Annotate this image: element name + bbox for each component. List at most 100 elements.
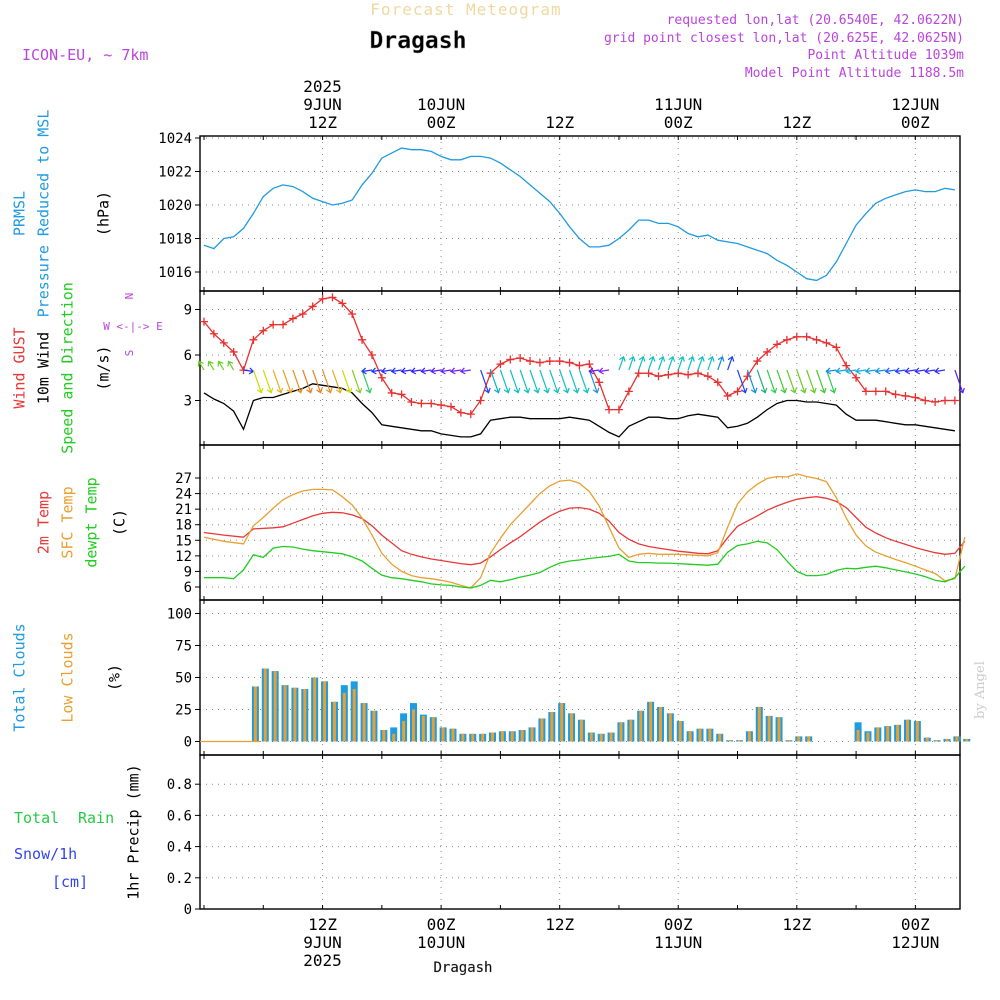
series-line-dewpt-temp bbox=[204, 540, 966, 589]
low-cloud-bar bbox=[402, 721, 406, 742]
time-label-bottom: 9JUN bbox=[303, 933, 342, 952]
low-cloud-bar bbox=[253, 686, 257, 742]
low-cloud-bar bbox=[866, 732, 870, 742]
wind-arrow bbox=[282, 369, 294, 394]
time-label-bottom: 12Z bbox=[782, 915, 811, 934]
gust-marker bbox=[773, 340, 782, 349]
wind-arrow bbox=[786, 369, 797, 394]
low-cloud-bar bbox=[599, 733, 603, 742]
panel-precip: 0 0.2 0.4 0.6 0.8 1hr Precip (mm) Total RainSno… bbox=[14, 754, 961, 918]
wind-arrow bbox=[756, 369, 768, 394]
time-label-bottom: 12Z bbox=[545, 915, 574, 934]
wind-arrow bbox=[855, 367, 867, 375]
wind-arrow bbox=[217, 360, 225, 371]
low-cloud-bar bbox=[619, 722, 623, 742]
low-cloud-bar bbox=[787, 740, 791, 742]
low-cloud-bar bbox=[382, 729, 386, 742]
panel-pressure: 1016 1018 1020 1022 1024 PRMSL Pressure Reduce… bbox=[11, 110, 961, 317]
time-label-bottom: 11JUN bbox=[654, 933, 702, 952]
model-altitude: Model Point Altitude 1188.5m bbox=[745, 66, 964, 81]
series-line-prmsl bbox=[203, 147, 956, 282]
gust-marker bbox=[812, 335, 821, 344]
gust-marker bbox=[338, 299, 347, 308]
axis-label: 10m Wind bbox=[35, 332, 53, 404]
location-title: Dragash bbox=[370, 28, 467, 54]
low-cloud-bar bbox=[471, 733, 475, 742]
wind-arrow bbox=[207, 360, 215, 371]
time-label-bottom: 12Z bbox=[308, 915, 337, 934]
gust-marker bbox=[377, 373, 386, 382]
gust-marker bbox=[931, 398, 940, 407]
time-label-bottom: 10JUN bbox=[417, 933, 465, 952]
gust-marker bbox=[367, 350, 376, 359]
y-tick-label: 1020 bbox=[158, 198, 192, 214]
gust-marker bbox=[279, 320, 288, 329]
gust-marker bbox=[861, 387, 870, 396]
y-tick-label: 27 bbox=[175, 471, 192, 487]
gust-marker bbox=[713, 378, 722, 387]
y-tick-label: 9 bbox=[184, 564, 192, 580]
bottom-location: Dragash bbox=[433, 960, 492, 976]
low-cloud-bar bbox=[876, 727, 880, 742]
wind-arrow bbox=[539, 369, 550, 394]
compass-label: W <-|-> E bbox=[103, 320, 163, 333]
wind-arrow bbox=[400, 367, 412, 375]
wind-arrow bbox=[480, 369, 491, 394]
gust-marker bbox=[595, 378, 604, 387]
y-tick-label: 1016 bbox=[158, 265, 192, 281]
gust-marker bbox=[447, 402, 455, 411]
wind-arrow bbox=[509, 369, 521, 394]
gust-marker bbox=[585, 360, 594, 369]
model-label: ICON-EU, ~ 7km bbox=[22, 46, 148, 64]
wind-arrow bbox=[292, 369, 303, 394]
low-cloud-bar bbox=[293, 687, 297, 742]
gust-marker bbox=[950, 396, 959, 405]
gust-marker bbox=[634, 369, 643, 378]
low-cloud-bar bbox=[945, 738, 949, 742]
low-cloud-bar bbox=[313, 677, 317, 742]
gust-marker bbox=[664, 370, 673, 379]
gust-marker bbox=[901, 391, 910, 400]
axis-label: Speed and Direction bbox=[59, 282, 77, 454]
wind-arrow bbox=[430, 367, 442, 375]
gust-marker bbox=[624, 387, 633, 396]
gust-marker bbox=[871, 387, 880, 396]
compass-rose: N W <-|-> E S bbox=[103, 293, 163, 357]
gust-marker bbox=[407, 398, 416, 407]
point-altitude: Point Altitude 1039m bbox=[807, 48, 964, 63]
compass-label: S bbox=[123, 350, 136, 357]
wind-arrow bbox=[410, 367, 422, 375]
y-tick-label: 18 bbox=[175, 518, 192, 534]
y-tick-label: 75 bbox=[175, 639, 192, 655]
wind-arrow bbox=[420, 367, 432, 375]
low-cloud-bar bbox=[698, 728, 702, 742]
wind-arrow bbox=[588, 369, 600, 394]
low-cloud-bar bbox=[530, 727, 534, 742]
gust-marker bbox=[516, 354, 525, 363]
time-label-bottom: 00Z bbox=[427, 915, 456, 934]
gust-marker bbox=[575, 361, 584, 370]
y-tick-label: 100 bbox=[167, 607, 192, 623]
low-cloud-bar bbox=[708, 728, 712, 742]
low-cloud-bar bbox=[273, 671, 277, 742]
series-line-2m-temp bbox=[203, 496, 966, 566]
low-cloud-bar bbox=[688, 731, 692, 742]
wind-arrow bbox=[766, 369, 778, 394]
y-tick-label: 6 bbox=[184, 580, 192, 596]
wind-arrow bbox=[638, 355, 646, 371]
gust-marker bbox=[832, 343, 841, 352]
y-tick-label: 1022 bbox=[158, 165, 192, 181]
low-cloud-bar bbox=[965, 738, 969, 742]
low-cloud-bar bbox=[263, 668, 267, 742]
gust-marker bbox=[318, 294, 327, 303]
wind-arrow bbox=[351, 369, 363, 394]
gust-marker bbox=[605, 405, 614, 414]
wind-arrow bbox=[727, 355, 735, 371]
gust-marker bbox=[437, 401, 446, 410]
panel-frame bbox=[199, 444, 961, 601]
y-tick-label: 50 bbox=[175, 671, 192, 687]
wind-arrow bbox=[450, 367, 461, 375]
gust-marker bbox=[348, 310, 357, 319]
